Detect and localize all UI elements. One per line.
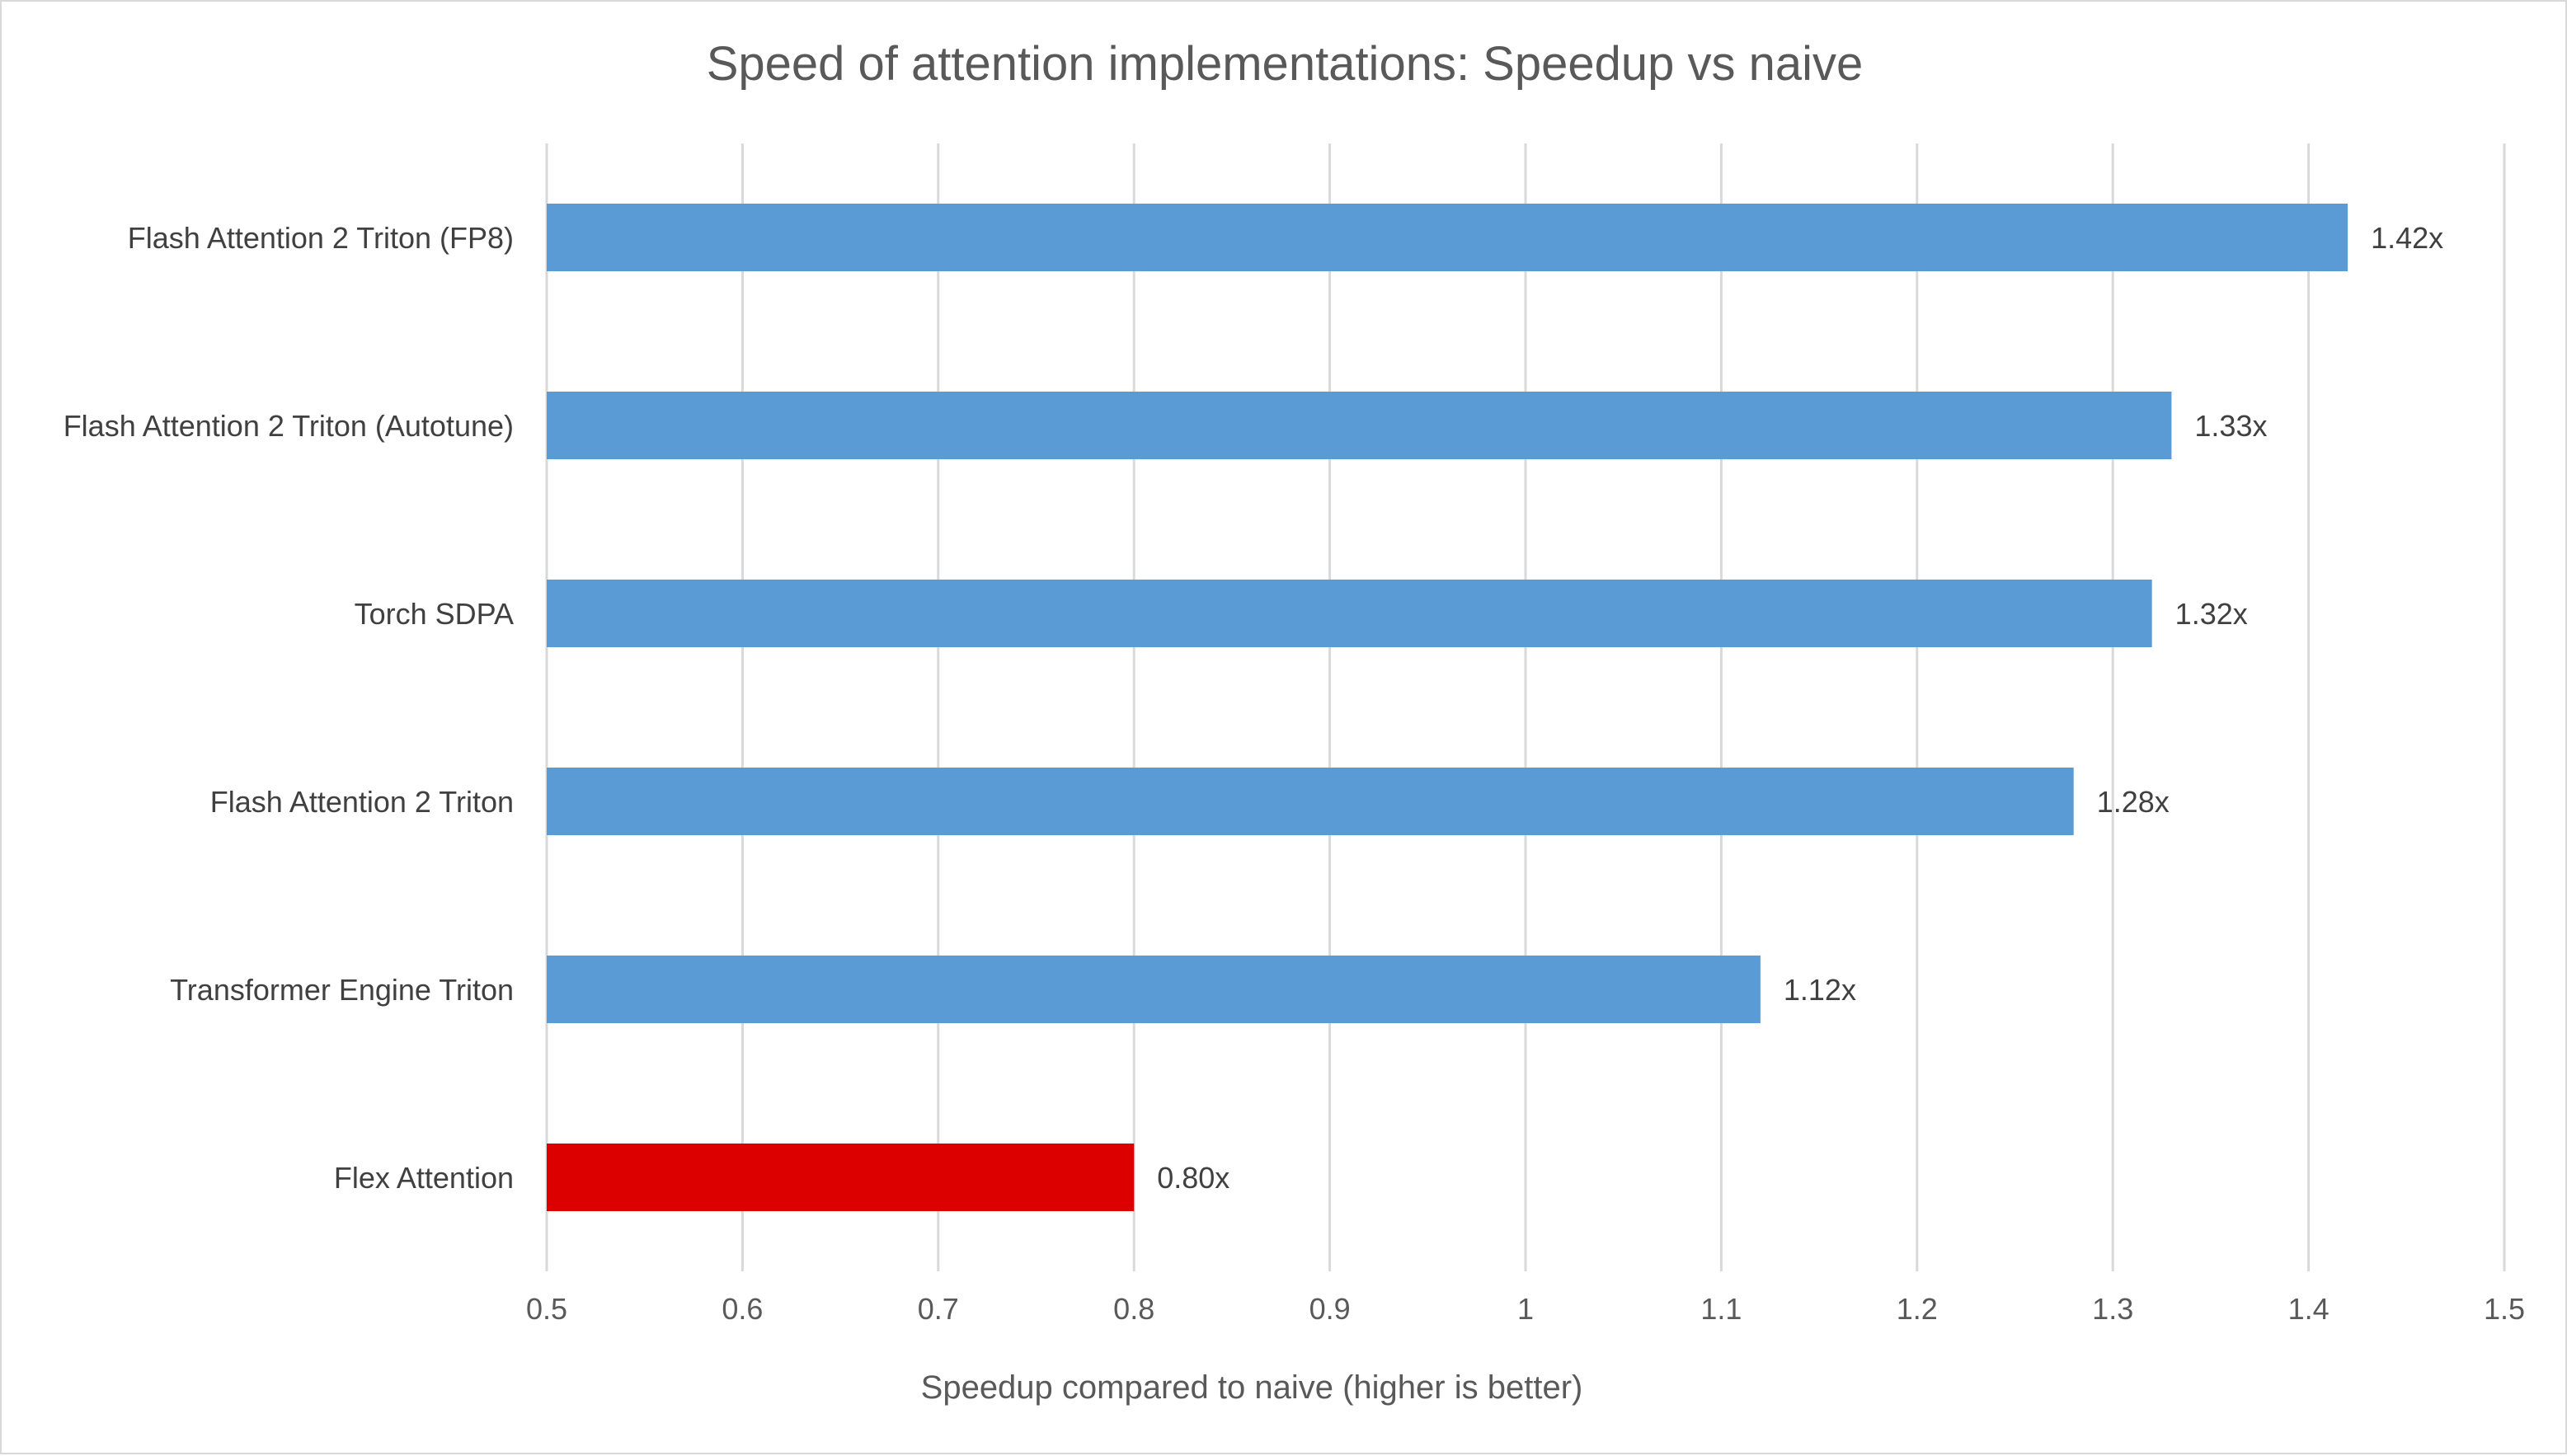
chart-title: Speed of attention implementations: Spee… bbox=[707, 37, 1864, 91]
x-tick-label: 0.5 bbox=[526, 1292, 567, 1326]
x-tick-labels: 0.5 0.6 0.7 0.8 0.9 1 1.1 1.2 1.3 1.4 1.5 bbox=[526, 1292, 2525, 1326]
category-label: Flash Attention 2 Triton (FP8) bbox=[128, 221, 514, 255]
bar-5 bbox=[547, 1144, 1135, 1211]
data-label: 1.33x bbox=[2194, 409, 2267, 443]
bar-1 bbox=[547, 392, 2172, 459]
gridlines bbox=[545, 143, 2506, 1271]
x-tick-label: 1.1 bbox=[1700, 1292, 1742, 1326]
category-label: Transformer Engine Triton bbox=[170, 973, 514, 1007]
category-label: Torch SDPA bbox=[355, 597, 514, 631]
x-tick-label: 0.6 bbox=[722, 1292, 763, 1326]
data-label: 1.28x bbox=[2097, 785, 2170, 819]
bars bbox=[547, 204, 2348, 1211]
x-tick-label: 0.9 bbox=[1309, 1292, 1351, 1326]
data-label: 1.12x bbox=[1784, 973, 1856, 1007]
category-label: Flash Attention 2 Triton bbox=[210, 785, 514, 819]
bar-0 bbox=[547, 204, 2348, 271]
data-label: 1.42x bbox=[2371, 221, 2443, 255]
x-tick-label: 1.5 bbox=[2484, 1292, 2525, 1326]
x-tick-label: 1.4 bbox=[2288, 1292, 2330, 1326]
category-label: Flash Attention 2 Triton (Autotune) bbox=[63, 409, 514, 443]
x-tick-label: 0.7 bbox=[918, 1292, 959, 1326]
category-label: Flex Attention bbox=[334, 1161, 514, 1195]
x-axis-title: Speedup compared to naive (higher is bet… bbox=[921, 1369, 1583, 1406]
bar-3 bbox=[547, 768, 2074, 835]
x-tick-label: 1.2 bbox=[1897, 1292, 1938, 1326]
bar-4 bbox=[547, 956, 1761, 1023]
data-labels: 1.42x 1.33x 1.32x 1.28x 1.12x 0.80x bbox=[1157, 221, 2443, 1195]
data-label: 0.80x bbox=[1157, 1161, 1229, 1195]
category-labels: Flash Attention 2 Triton (FP8) Flash Atte… bbox=[63, 221, 514, 1195]
bar-2 bbox=[547, 580, 2152, 647]
x-tick-label: 1.3 bbox=[2092, 1292, 2133, 1326]
data-label: 1.32x bbox=[2175, 597, 2248, 631]
x-tick-label: 1 bbox=[1517, 1292, 1534, 1326]
x-tick-label: 0.8 bbox=[1113, 1292, 1154, 1326]
